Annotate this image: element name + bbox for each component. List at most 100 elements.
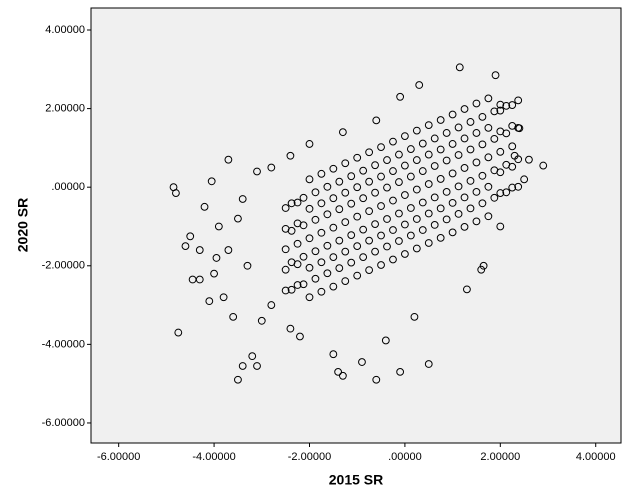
point	[359, 225, 368, 234]
point	[281, 286, 290, 295]
point	[317, 258, 326, 267]
point	[243, 261, 252, 270]
point	[448, 140, 457, 148]
point	[347, 258, 356, 267]
point	[305, 175, 314, 184]
point	[323, 182, 332, 191]
point	[424, 150, 433, 159]
point	[299, 280, 308, 289]
point	[472, 188, 481, 196]
point	[287, 258, 296, 267]
point	[400, 220, 409, 229]
point	[424, 180, 433, 188]
point	[448, 110, 457, 119]
point	[430, 134, 439, 143]
point	[496, 189, 505, 197]
point	[472, 158, 481, 167]
point	[502, 188, 511, 197]
point	[195, 246, 204, 254]
point	[466, 118, 475, 126]
point	[406, 145, 415, 153]
point	[323, 241, 332, 250]
point	[359, 194, 368, 203]
point	[502, 101, 511, 110]
point	[377, 143, 385, 152]
point	[371, 220, 379, 229]
x-tick-label: -4.00000	[192, 451, 235, 463]
point	[224, 155, 233, 164]
point	[293, 281, 302, 289]
point	[365, 177, 374, 186]
point	[341, 247, 350, 256]
point	[317, 228, 326, 237]
point	[317, 169, 326, 178]
point	[400, 132, 409, 141]
point	[299, 221, 308, 230]
point	[460, 193, 469, 202]
y-tick-label: -4.00000	[42, 338, 85, 350]
point	[305, 263, 314, 272]
point	[455, 63, 464, 72]
y-tick-label: 4.00000	[45, 24, 85, 36]
point	[436, 233, 445, 242]
point	[478, 140, 487, 149]
point	[281, 245, 290, 254]
point	[257, 316, 266, 325]
point	[484, 123, 493, 132]
x-tick-label: -6.00000	[97, 451, 140, 463]
y-tick-label: -2.00000	[42, 260, 85, 272]
point	[472, 99, 481, 108]
y-axis-title: 2020 SR	[15, 198, 31, 252]
x-tick-label: 2.00000	[480, 451, 520, 463]
point	[525, 155, 533, 164]
point	[406, 172, 415, 181]
x-axis-title: 2015 SR	[329, 472, 383, 488]
point	[281, 204, 290, 212]
point	[365, 207, 374, 216]
point	[383, 215, 391, 223]
point	[466, 204, 475, 213]
point	[490, 134, 499, 143]
point	[418, 167, 427, 175]
point	[412, 126, 421, 135]
point	[238, 362, 247, 370]
point	[490, 166, 499, 175]
point	[454, 210, 463, 218]
point	[287, 226, 296, 235]
point	[412, 244, 421, 253]
point	[395, 237, 403, 245]
point	[412, 156, 421, 164]
point	[448, 199, 457, 207]
point	[472, 217, 481, 226]
point	[515, 124, 524, 133]
point	[205, 297, 214, 306]
point	[347, 172, 356, 181]
x-tick-label: .00000	[388, 451, 422, 463]
point	[442, 188, 451, 196]
y-tick-label: .00000	[51, 181, 85, 193]
point	[496, 106, 505, 115]
plot-area	[90, 7, 622, 444]
point	[430, 162, 439, 170]
point	[496, 147, 505, 156]
point	[335, 205, 344, 214]
x-tick-label: -2.00000	[288, 451, 331, 463]
point	[281, 265, 290, 274]
point	[359, 253, 368, 262]
point	[383, 183, 391, 192]
point	[181, 242, 190, 251]
point	[472, 129, 481, 137]
point	[267, 163, 276, 172]
point	[371, 247, 379, 256]
point	[353, 242, 362, 251]
point	[296, 332, 304, 341]
point	[484, 94, 493, 103]
point	[496, 100, 505, 109]
point	[287, 199, 296, 208]
point	[520, 175, 529, 184]
point	[418, 139, 427, 148]
point	[305, 293, 314, 302]
point	[329, 253, 338, 262]
point	[389, 226, 397, 234]
point	[317, 287, 326, 296]
